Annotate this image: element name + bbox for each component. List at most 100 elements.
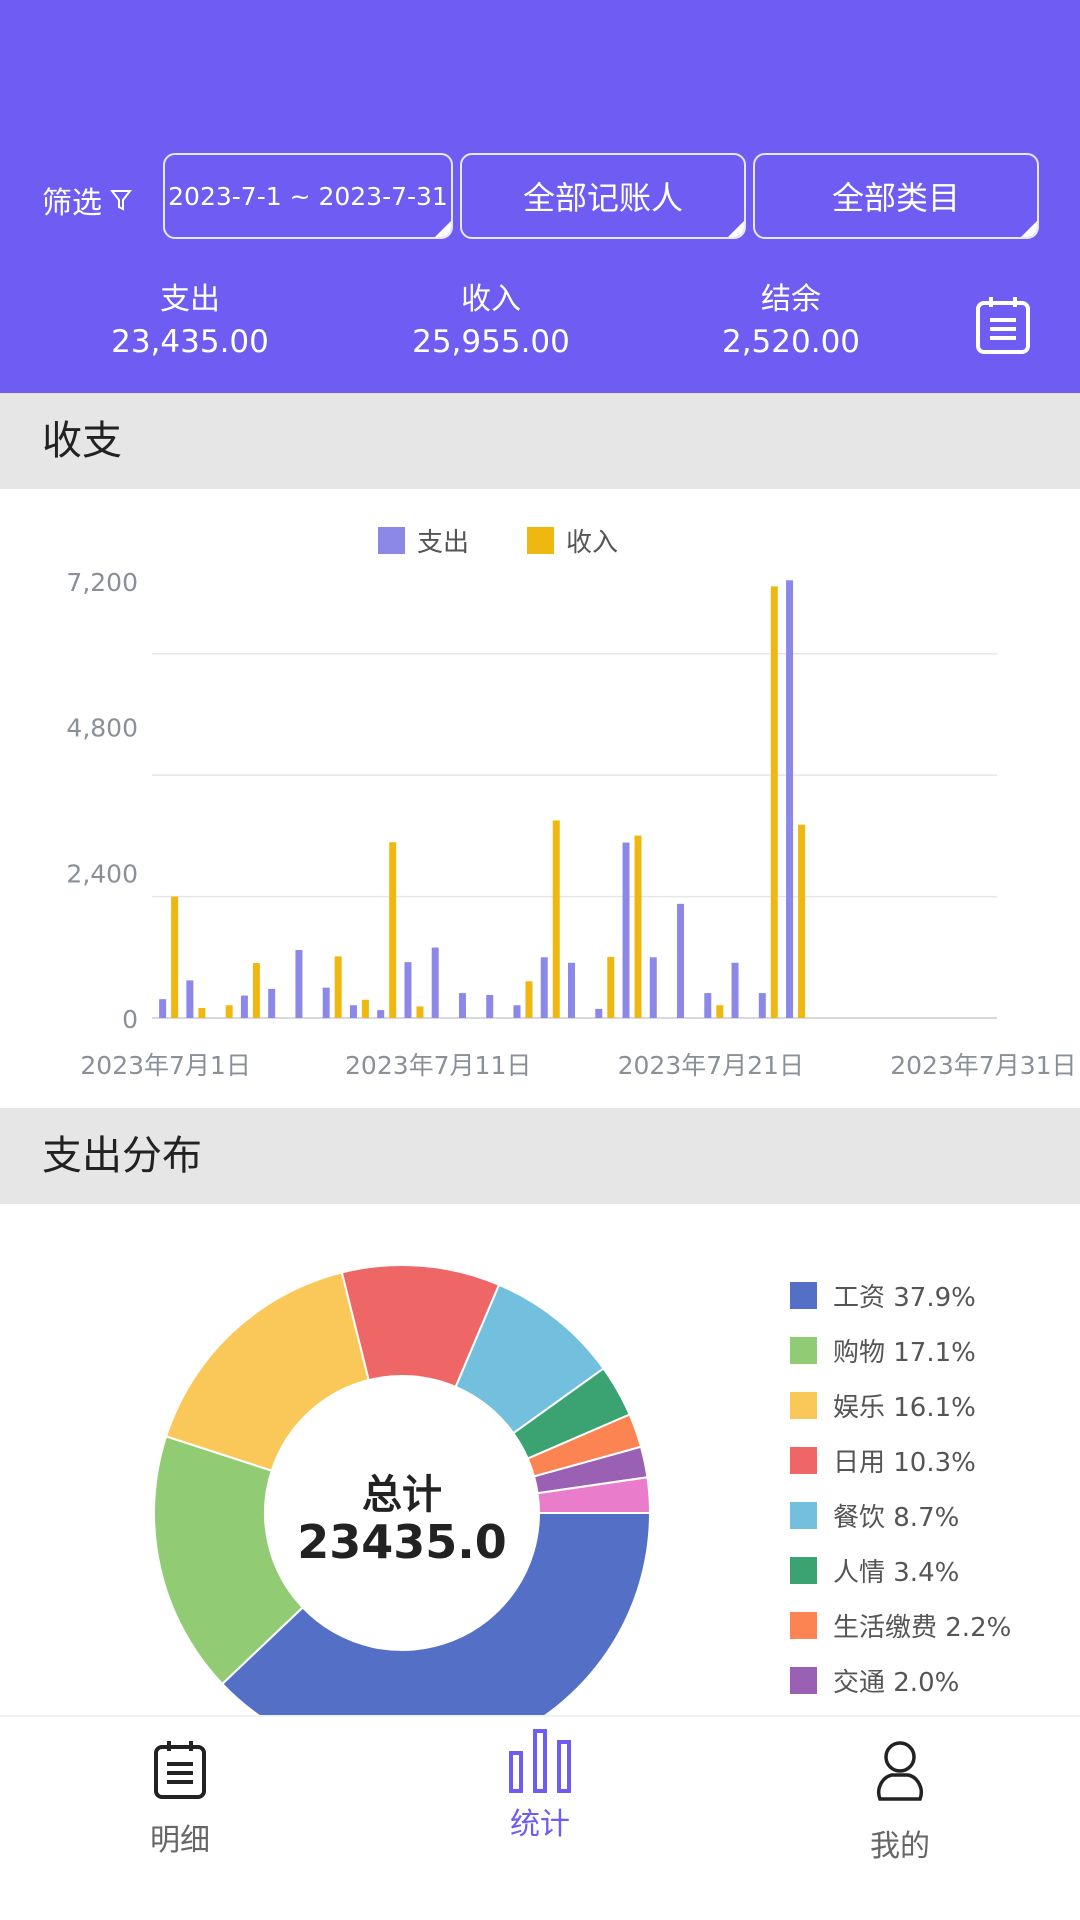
expense-bar[interactable]	[677, 903, 685, 1018]
income-bar[interactable]	[361, 999, 369, 1018]
y-tick-label: 7,200	[66, 568, 138, 597]
legend-label: 交通 2.0%	[833, 1668, 960, 1698]
expense-bar[interactable]	[786, 580, 794, 1018]
income-bar[interactable]	[389, 842, 397, 1018]
expense-bar[interactable]	[513, 1005, 521, 1018]
expense-bar[interactable]	[349, 1005, 357, 1018]
filter-button[interactable]: 筛选	[42, 178, 132, 222]
expense-bar[interactable]	[377, 1010, 385, 1018]
pie-legend-item[interactable]	[790, 1708, 1011, 1715]
legend-label: 支出	[417, 528, 470, 558]
expense-bar[interactable]	[159, 999, 167, 1018]
filter-icon	[110, 190, 132, 211]
pie-legend-item[interactable]: 娱乐 16.1%	[790, 1378, 1011, 1433]
expense-bar[interactable]	[486, 994, 494, 1018]
category-select[interactable]: 全部类目	[753, 153, 1039, 239]
legend-swatch	[790, 1502, 817, 1529]
income-expense-bar-chart: 0 2,400 4,800 7,200 2023年7月1日 2023年7月11日 2023年…	[66, 568, 1076, 1080]
filter-label: 筛选	[42, 186, 102, 221]
expense-bar[interactable]	[595, 1008, 603, 1018]
pie-legend-item[interactable]: 购物 17.1%	[790, 1323, 1011, 1378]
bottom-nav: 明细 统计 我的	[0, 1715, 1080, 1920]
income-bar[interactable]	[634, 835, 642, 1018]
expense-bar[interactable]	[540, 957, 548, 1018]
legend-swatch	[527, 527, 554, 554]
user-icon	[877, 1741, 923, 1801]
summary-label: 结余	[761, 282, 821, 317]
x-tick-label: 2023年7月21日	[618, 1051, 804, 1080]
expense-bar[interactable]	[404, 962, 412, 1018]
expense-bar[interactable]	[622, 842, 630, 1018]
x-tick-label: 2023年7月11日	[345, 1051, 531, 1080]
legend-swatch	[790, 1447, 817, 1474]
pie-legend-item[interactable]: 工资 37.9%	[790, 1268, 1011, 1323]
nav-label: 明细	[150, 1823, 210, 1858]
legend-swatch	[790, 1667, 817, 1694]
legend-label: 娱乐 16.1%	[833, 1393, 976, 1423]
legend-label: 购物 17.1%	[833, 1338, 976, 1368]
pie-legend-item[interactable]: 餐饮 8.7%	[790, 1488, 1011, 1543]
pie-legend-item[interactable]: 生活缴费 2.2%	[790, 1598, 1011, 1653]
expense-bar[interactable]	[268, 988, 276, 1018]
pie-legend-item[interactable]: 交通 2.0%	[790, 1653, 1011, 1708]
bar-chart-icon	[509, 1729, 571, 1793]
summary-value: 25,955.00	[412, 324, 570, 360]
summary-value: 23,435.00	[111, 324, 269, 360]
x-tick-label: 2023年7月1日	[80, 1051, 250, 1080]
expense-bar[interactable]	[431, 947, 439, 1018]
legend-label: 收入	[566, 528, 619, 558]
legend-item-expense[interactable]: 支出	[378, 522, 469, 559]
expense-bar[interactable]	[704, 993, 712, 1018]
summary-balance: 结余 2,520.00	[661, 280, 921, 364]
y-tick-label: 0	[122, 1005, 138, 1034]
income-bar[interactable]	[334, 956, 342, 1018]
nav-label: 我的	[870, 1829, 930, 1864]
legend-label: 生活缴费 2.2%	[833, 1613, 1012, 1643]
expense-donut-chart	[153, 1264, 652, 1715]
expense-bar[interactable]	[649, 957, 657, 1018]
income-bar[interactable]	[171, 896, 179, 1018]
pie-slice[interactable]	[153, 1435, 305, 1686]
pie-slice[interactable]	[536, 1476, 652, 1514]
pie-legend-item[interactable]: 日用 10.3%	[790, 1433, 1011, 1488]
nav-item-statistics[interactable]: 统计	[440, 1717, 640, 1843]
pie-slice[interactable]	[220, 1512, 652, 1715]
nav-label: 统计	[510, 1807, 570, 1842]
expense-bar[interactable]	[186, 980, 194, 1018]
income-bar[interactable]	[552, 820, 560, 1018]
summary-income: 收入 25,955.00	[361, 280, 621, 364]
income-bar[interactable]	[198, 1007, 206, 1018]
income-bar[interactable]	[770, 586, 778, 1018]
income-bar[interactable]	[607, 956, 615, 1018]
income-bar[interactable]	[798, 824, 806, 1018]
expense-bar[interactable]	[568, 962, 575, 1018]
expense-bar[interactable]	[731, 962, 739, 1018]
expense-bar[interactable]	[458, 993, 466, 1018]
pie-slice[interactable]	[164, 1271, 370, 1472]
legend-item-income[interactable]: 收入	[527, 522, 618, 559]
legend-swatch	[790, 1392, 817, 1419]
y-tick-label: 2,400	[66, 859, 138, 888]
date-range-picker[interactable]: 2023-7-1 ~ 2023-7-31	[163, 153, 453, 239]
legend-swatch	[790, 1557, 817, 1584]
pie-legend-item[interactable]: 人情 3.4%	[790, 1543, 1011, 1598]
income-bar[interactable]	[252, 963, 260, 1018]
summary-label: 收入	[461, 282, 521, 317]
expense-bar[interactable]	[322, 987, 330, 1018]
nav-item-me[interactable]: 我的	[800, 1717, 1000, 1865]
income-bar[interactable]	[225, 1005, 233, 1018]
expense-bar[interactable]	[240, 995, 248, 1018]
legend-label: 工资 37.9%	[833, 1283, 976, 1313]
donut-center-value: 23435.0	[297, 1515, 507, 1569]
section-title-income-expense: 收支	[0, 393, 1080, 489]
nav-item-details[interactable]: 明细	[80, 1717, 280, 1859]
income-bar[interactable]	[525, 981, 533, 1018]
expense-bar[interactable]	[758, 993, 766, 1018]
pie-legend: 工资 37.9% 购物 17.1% 娱乐 16.1% 日用 10.3% 餐饮 8.7% 人…	[790, 1268, 1011, 1715]
calendar-icon[interactable]	[975, 295, 1031, 355]
expense-bar[interactable]	[295, 950, 303, 1018]
income-bar[interactable]	[716, 1005, 724, 1018]
bookkeeper-select[interactable]: 全部记账人	[460, 153, 746, 239]
notepad-icon	[154, 1741, 206, 1799]
income-bar[interactable]	[416, 1006, 424, 1018]
